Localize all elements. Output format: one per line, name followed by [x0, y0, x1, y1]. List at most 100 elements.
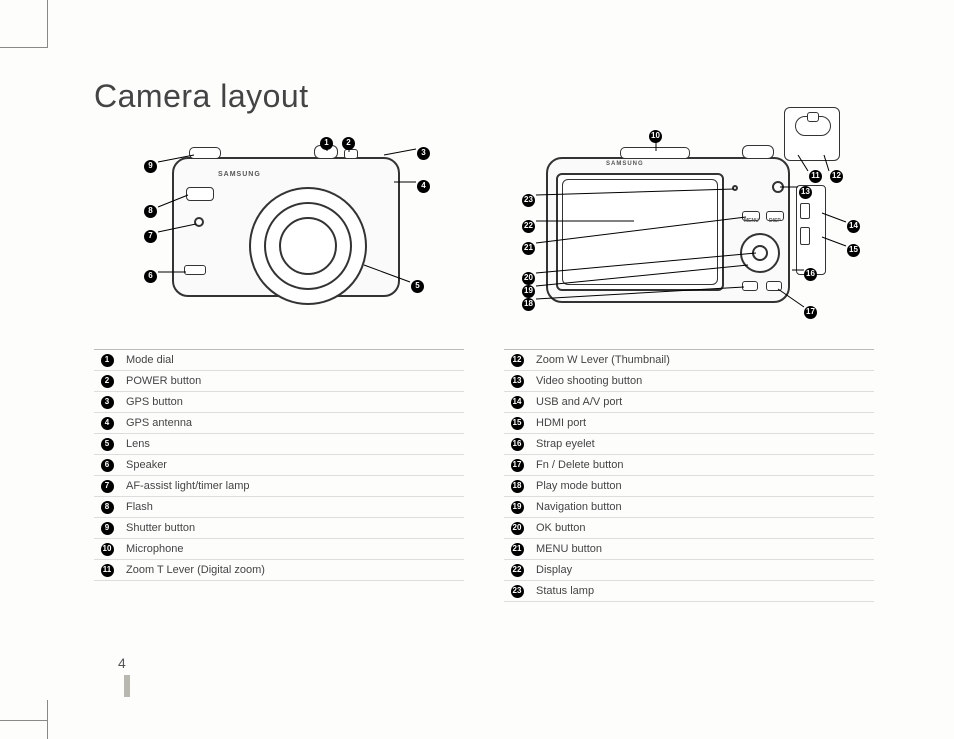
numbered-circle-icon: 18 — [511, 480, 524, 493]
callout-22: 22 — [522, 215, 535, 233]
lens-inner — [279, 217, 337, 275]
numbered-circle-icon: 12 — [830, 170, 843, 183]
legend-number: 2 — [94, 375, 120, 388]
legend-number: 21 — [504, 543, 530, 556]
numbered-circle-icon: 12 — [511, 354, 524, 367]
crop-mark — [0, 720, 48, 721]
legend-number: 13 — [504, 375, 530, 388]
legend-row: 22 Display — [504, 560, 874, 581]
numbered-circle-icon: 4 — [101, 417, 114, 430]
back-legend: 12 Zoom W Lever (Thumbnail) 13Video shooti… — [504, 349, 874, 602]
legend-row: 11Zoom T Lever (Digital zoom) — [94, 560, 464, 581]
legend-label: GPS antenna — [120, 417, 464, 429]
numbered-circle-icon: 19 — [522, 285, 535, 298]
play-btn — [742, 281, 758, 291]
brand-logo: SAMSUNG — [218, 171, 261, 178]
numbered-circle-icon: 3 — [417, 147, 430, 160]
legend-row: 3 GPS button — [94, 392, 464, 413]
lever-knob — [807, 112, 819, 122]
legend-label: Strap eyelet — [530, 438, 874, 450]
legend-row: 9 Shutter button — [94, 518, 464, 539]
legend-label: Display — [530, 564, 874, 576]
legend-number: 11 — [94, 564, 120, 577]
numbered-circle-icon: 9 — [101, 522, 114, 535]
callout-3: 3 — [417, 142, 430, 160]
legend-number: 1 — [94, 354, 120, 367]
numbered-circle-icon: 23 — [522, 194, 535, 207]
numbered-circle-icon: 20 — [522, 272, 535, 285]
numbered-circle-icon: 22 — [511, 564, 524, 577]
callout-12: 12 — [830, 165, 843, 183]
legend-label: Fn / Delete button — [530, 459, 874, 471]
legend-row: 15HDMI port — [504, 413, 874, 434]
legend-row: 2POWER button — [94, 371, 464, 392]
numbered-circle-icon: 19 — [511, 501, 524, 514]
zoom-lever-inset — [784, 107, 840, 161]
flash-window — [186, 187, 214, 201]
ok-center — [752, 245, 768, 261]
numbered-circle-icon: 1 — [101, 354, 114, 367]
legend-number: 6 — [94, 459, 120, 472]
numbered-circle-icon: 7 — [144, 230, 157, 243]
numbered-circle-icon: 14 — [511, 396, 524, 409]
disp-label: DISP — [769, 218, 781, 224]
legend-number: 15 — [504, 417, 530, 430]
numbered-circle-icon: 22 — [522, 220, 535, 233]
numbered-circle-icon: 5 — [411, 280, 424, 293]
numbered-circle-icon: 4 — [417, 180, 430, 193]
numbered-circle-icon: 11 — [101, 564, 114, 577]
legend-label: AF-assist light/timer lamp — [120, 480, 464, 492]
numbered-circle-icon: 17 — [804, 306, 817, 319]
legend-row: 7AF-assist light/timer lamp — [94, 476, 464, 497]
speaker-grille — [184, 265, 206, 275]
numbered-circle-icon: 8 — [101, 501, 114, 514]
legend-label: USB and A/V port — [530, 396, 874, 408]
legend-number: 22 — [504, 564, 530, 577]
top-ridge — [620, 147, 690, 159]
page-number: 4 — [118, 655, 126, 671]
legend-row: 1Mode dial — [94, 350, 464, 371]
legend-row: 13Video shooting button — [504, 371, 874, 392]
legend-row: 5Lens — [94, 434, 464, 455]
legend-row: 21 MENU button — [504, 539, 874, 560]
numbered-circle-icon: 2 — [101, 375, 114, 388]
callout-4: 4 — [417, 175, 430, 193]
legend-number: 9 — [94, 522, 120, 535]
legend-number: 5 — [94, 438, 120, 451]
legend-label: Shutter button — [120, 522, 464, 534]
legend-row: 18 Play mode button — [504, 476, 874, 497]
callout-2: 2 — [342, 132, 355, 150]
callout-13: 13 — [799, 181, 812, 199]
legend-number: 8 — [94, 501, 120, 514]
legend-label: GPS button — [120, 396, 464, 408]
legend-label: Lens — [120, 438, 464, 450]
legend-number: 18 — [504, 480, 530, 493]
legend-number: 4 — [94, 417, 120, 430]
crop-mark — [47, 0, 48, 48]
front-diagram: SAMSUNG — [94, 125, 464, 345]
legend-label: OK button — [530, 522, 874, 534]
numbered-circle-icon: 16 — [511, 438, 524, 451]
brand-logo-back: SAMSUNG — [606, 161, 644, 167]
numbered-circle-icon: 21 — [511, 543, 524, 556]
callout-10: 10 — [649, 125, 662, 143]
legend-row: 19Navigation button — [504, 497, 874, 518]
legend-row: 8Flash — [94, 497, 464, 518]
legend-number: 23 — [504, 585, 530, 598]
numbered-circle-icon: 6 — [101, 459, 114, 472]
crop-mark — [0, 47, 48, 48]
legend-row: 12 Zoom W Lever (Thumbnail) — [504, 350, 874, 371]
numbered-circle-icon: 10 — [649, 130, 662, 143]
legend-row: 20OK button — [504, 518, 874, 539]
callout-6: 6 — [144, 265, 157, 283]
legend-label: MENU button — [530, 543, 874, 555]
numbered-circle-icon: 3 — [101, 396, 114, 409]
legend-label: Zoom W Lever (Thumbnail) — [530, 354, 874, 366]
legend-label: Play mode button — [530, 480, 874, 492]
hdmi-port — [800, 227, 810, 245]
power-top — [344, 149, 358, 159]
callout-7: 7 — [144, 225, 157, 243]
callout-16: 16 — [804, 263, 817, 281]
page-tab-mark — [124, 675, 130, 697]
front-legend: 1Mode dial2POWER button 3 GPS button 4 GPS a… — [94, 349, 464, 581]
